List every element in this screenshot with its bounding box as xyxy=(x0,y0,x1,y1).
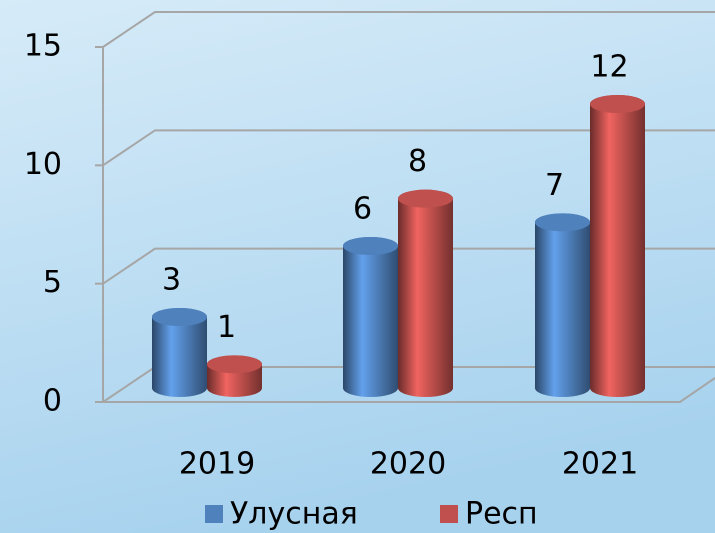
floor-edge xyxy=(103,377,715,403)
x-tick-label: 2019 xyxy=(179,447,255,482)
legend-label: Улусная xyxy=(230,497,358,532)
bar-top xyxy=(152,308,207,326)
bar-top xyxy=(535,213,590,232)
bar xyxy=(590,95,645,397)
legend-swatch xyxy=(440,505,458,523)
data-label: 7 xyxy=(545,168,564,203)
bar xyxy=(534,213,590,397)
legend-label: Респ xyxy=(465,497,538,532)
grid-line xyxy=(102,129,715,167)
grid-line xyxy=(102,11,715,48)
bar xyxy=(398,189,453,397)
grid-line xyxy=(102,247,715,285)
bar xyxy=(343,237,398,397)
data-label: 8 xyxy=(408,144,427,179)
y-tick-label: 10 xyxy=(24,147,62,182)
data-label: 3 xyxy=(162,263,181,298)
bar-top xyxy=(590,95,645,113)
bar-top xyxy=(398,189,453,208)
legend-swatch xyxy=(205,505,223,523)
y-tick-label: 5 xyxy=(43,265,62,300)
bar-top xyxy=(207,355,262,374)
bar-top xyxy=(343,237,398,255)
y-tick-label: 15 xyxy=(24,29,62,64)
y-tick-label: 0 xyxy=(43,384,62,419)
data-label: 6 xyxy=(353,192,372,227)
x-tick-label: 2021 xyxy=(562,447,638,482)
bar xyxy=(152,308,207,397)
data-label: 1 xyxy=(217,310,236,345)
data-label: 12 xyxy=(590,50,628,85)
x-tick-label: 2020 xyxy=(370,447,446,482)
